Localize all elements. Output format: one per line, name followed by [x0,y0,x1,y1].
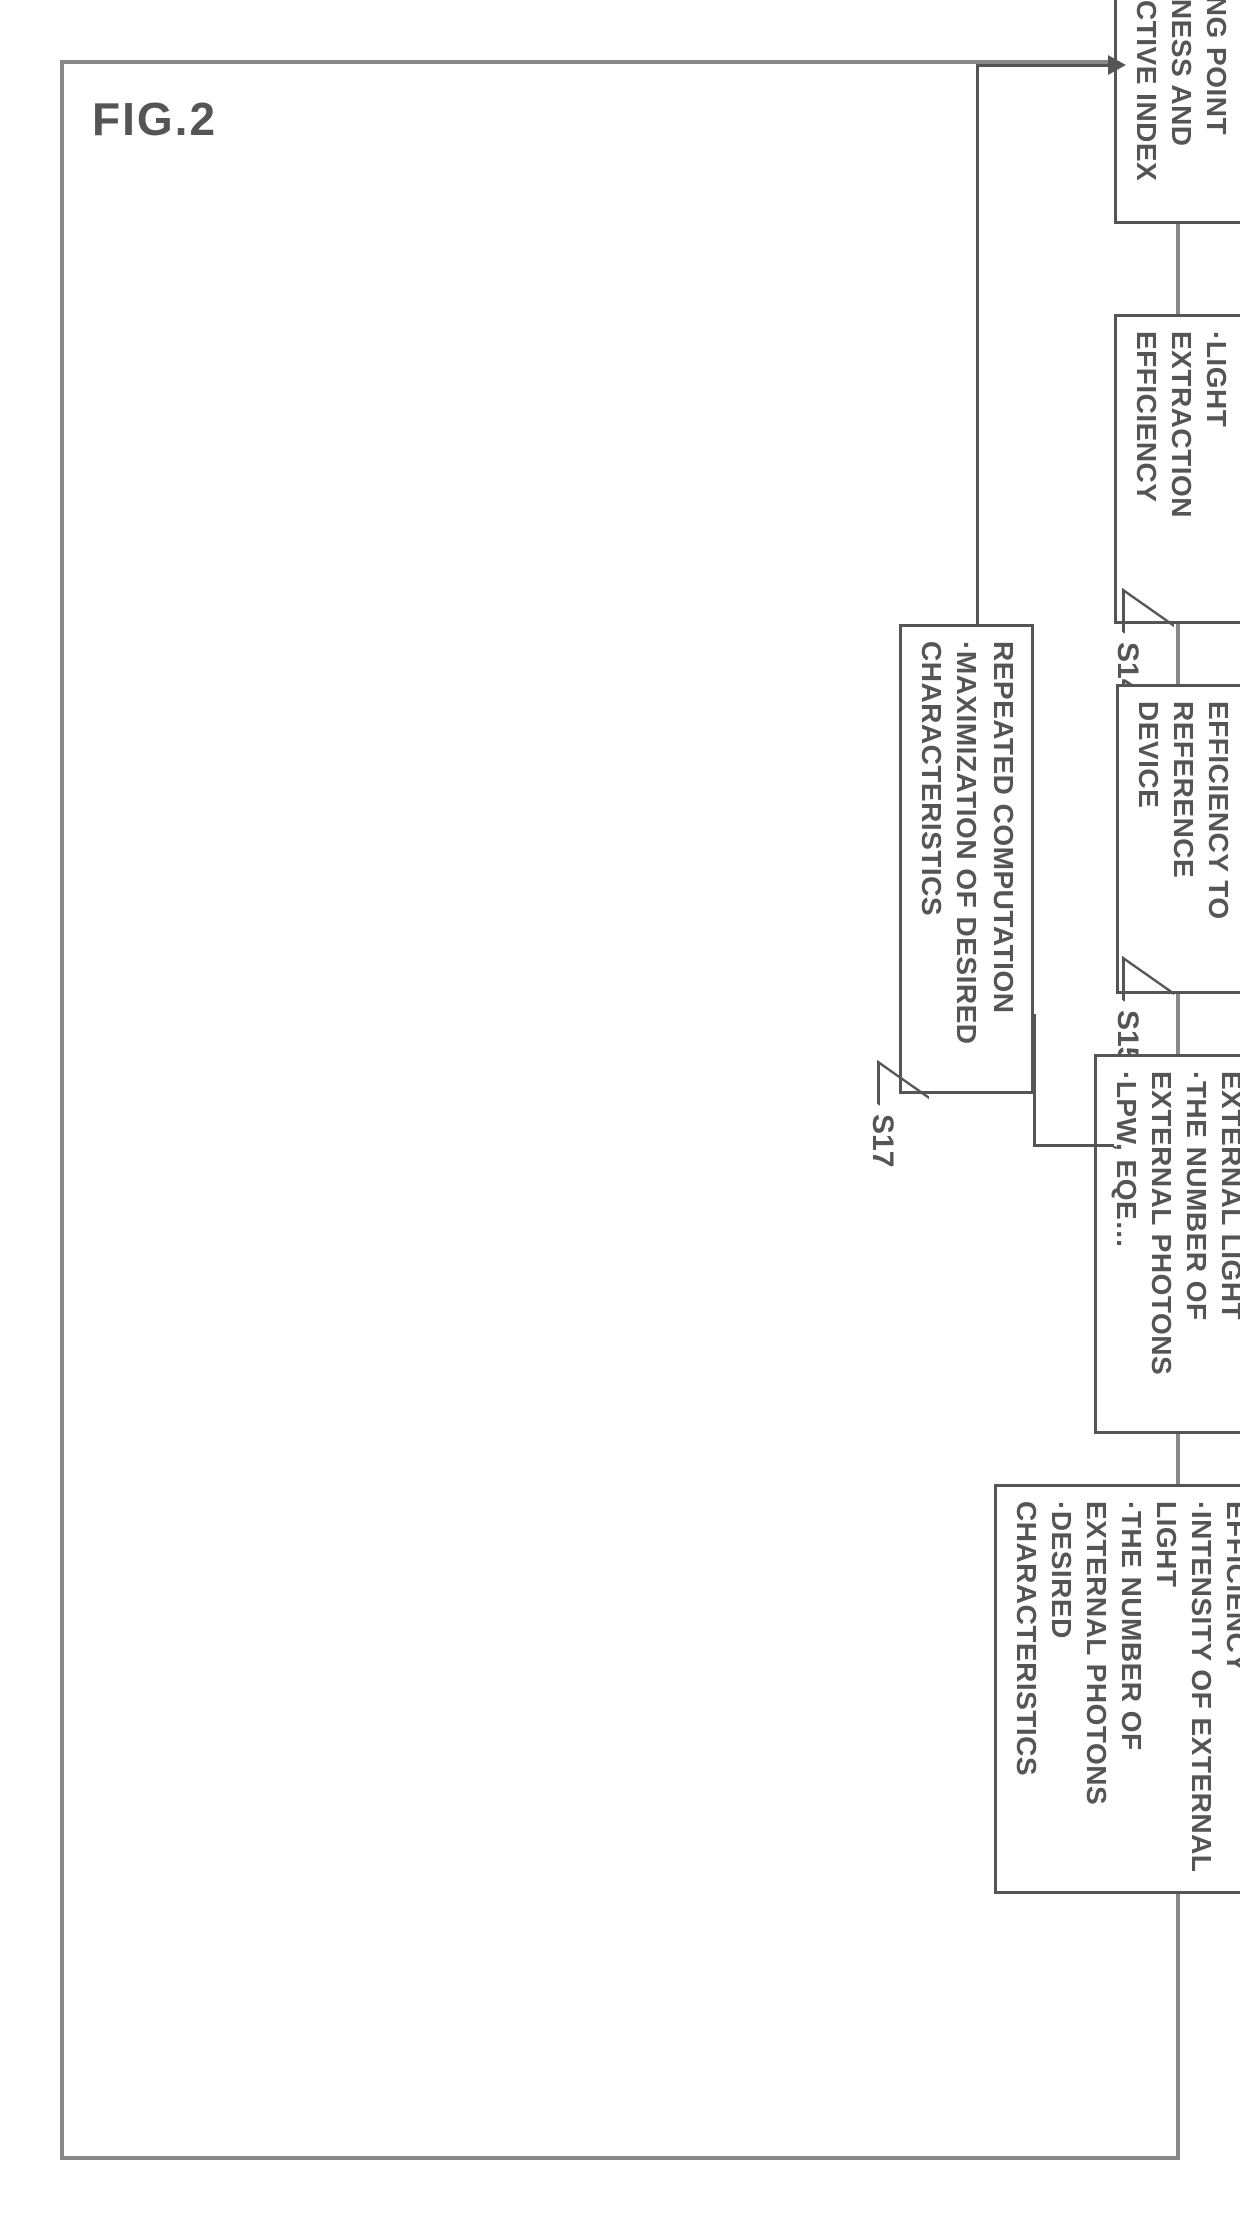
rotated-flowchart: EXPERIMENTAL VALUES OF REFERENCE DEVICE … [874,864,1240,1864]
node-s16: COMPUTATION OF DESIRED CHARACTERISTICS ·… [1094,1054,1240,1434]
s18-item-2: ·INTENSITY OF EXTERNAL LIGHT [1149,1501,1219,1877]
flowchart-stage: EXPERIMENTAL VALUES OF REFERENCE DEVICE … [874,0,1240,1864]
s17-title: REPEATED COMPUTATION [986,641,1021,1077]
s16-item-2: ·LPW, EQE… [1109,1071,1144,1417]
figure-label: FIG.2 [92,92,217,146]
node-s13: SETTING OF CONDITIONS ·POSITION OF LIGHT… [1114,0,1240,224]
s18-item-4: ·DESIRED CHARACTERISTICS [1009,1501,1079,1877]
s15-title: COMPUTE RATIO OF LIGHT EXTRACTION EFFICI… [1131,701,1240,977]
arrow-s17-s13 [1108,55,1126,75]
tag-s17: S17 [865,1114,899,1167]
s16-item-1: ·THE NUMBER OF EXTERNAL PHOTONS [1144,1071,1214,1417]
edge-s17-s13-h [976,64,979,624]
edge-s16-s17-h [1033,1014,1036,1147]
node-s15: COMPUTE RATIO OF LIGHT EXTRACTION EFFICI… [1116,684,1240,994]
s13-item-1: ·THICKNESS AND REFRACTIVE INDEX [1129,0,1199,207]
s17-item-0: ·MAXIMIZATION OF DESIRED CHARACTERISTICS [914,641,984,1077]
s16-item-0: ·INTENSITY OF EXTERNAL LIGHT [1214,1071,1240,1417]
s18-item-1: ·LIGHT EXTRACTION EFFICIENCY [1219,1501,1240,1877]
s14-item-0: ·LIGHT EXTRACTION EFFICIENCY [1129,331,1234,607]
s13-item-0: ·POSITION OF LIGHT-EMITTING POINT [1199,0,1240,207]
node-s17: REPEATED COMPUTATION ·MAXIMIZATION OF DE… [899,624,1034,1094]
node-s18: RESULTS OF COMPUTATION ·DESIGN VALUE ·LI… [994,1484,1240,1894]
s14-title: COMPUTATION OF LIGHT EXTRACTION [1236,331,1240,607]
s18-item-3: ·THE NUMBER OF EXTERNAL PHOTONS [1079,1501,1149,1877]
edge-s17-s13-v [976,64,1114,67]
figure-frame: FIG.2 EXPERIMENTAL VALUES OF REFERENCE D… [60,60,1180,2160]
edge-s16-s17-v [1034,1144,1114,1147]
node-s14: COMPUTATION OF LIGHT EXTRACTION ·LIGHT E… [1114,314,1240,624]
